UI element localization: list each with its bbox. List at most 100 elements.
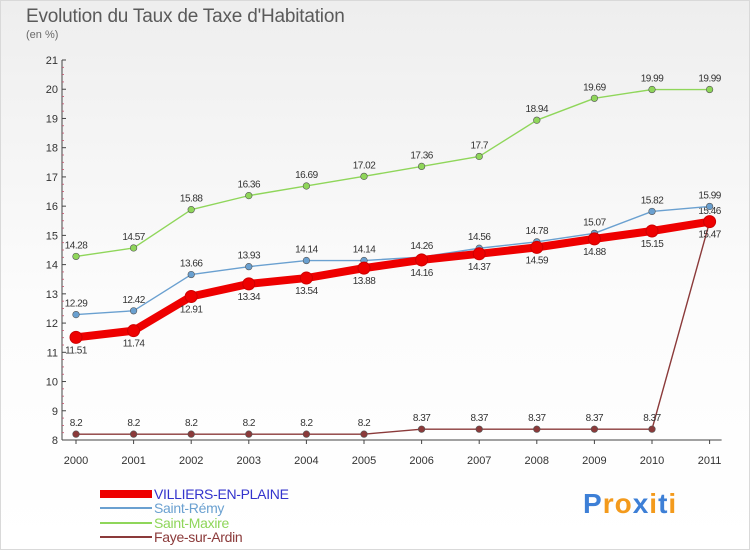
data-label-saint-remy: 15.07: [583, 217, 606, 228]
data-point-faye-sur-ardin: [302, 430, 311, 438]
legend-swatch: [100, 522, 152, 524]
legend-item: Saint-Rémy: [100, 500, 225, 516]
data-point-villiers-en-plaine: [587, 232, 601, 246]
data-label-saint-maxire: 17.02: [353, 160, 376, 171]
data-point-faye-sur-ardin: [245, 430, 253, 438]
data-point-saint-remy: [705, 202, 714, 211]
y-axis-unit: (en %): [26, 29, 59, 41]
y-tick-label: 11: [47, 347, 58, 359]
data-label-saint-remy: 14.14: [353, 245, 376, 256]
x-tick-label: 2003: [237, 455, 261, 467]
data-point-villiers-en-plaine: [415, 253, 429, 267]
data-point-faye-sur-ardin: [590, 425, 599, 433]
legend-swatch: [100, 507, 152, 509]
data-point-faye-sur-ardin: [418, 425, 426, 433]
data-label-saint-maxire: 14.28: [65, 240, 88, 251]
x-tick-label: 2004: [294, 455, 318, 467]
logo-letter: t: [658, 488, 669, 519]
legend-label: Saint-Maxire: [154, 515, 229, 531]
logo-letter: r: [602, 488, 615, 519]
logo-letter: x: [632, 488, 650, 519]
legend-item: VILLIERS-EN-PLAINE: [100, 486, 289, 502]
data-label-villiers-en-plaine: 14.16: [410, 268, 433, 279]
data-point-saint-remy: [302, 256, 311, 265]
x-tick-label: 2000: [64, 455, 88, 467]
y-tick-label: 19: [46, 113, 58, 125]
data-label-saint-remy: 14.26: [410, 241, 433, 252]
data-label-faye-sur-ardin: 8.37: [528, 413, 546, 424]
logo-letter: o: [614, 488, 633, 519]
y-tick-label: 12: [46, 318, 58, 330]
data-point-saint-maxire: [418, 162, 426, 170]
legend-label: Saint-Rémy: [154, 500, 225, 516]
y-tick-label: 8: [52, 435, 58, 447]
data-label-faye-sur-ardin: 8.2: [358, 418, 371, 429]
data-point-saint-maxire: [705, 85, 714, 94]
data-point-villiers-en-plaine: [127, 324, 141, 338]
data-label-saint-remy: 15.82: [641, 195, 664, 206]
data-point-saint-maxire: [302, 182, 311, 190]
x-tick-label: 2007: [467, 455, 491, 467]
y-tick-label: 9: [52, 406, 58, 418]
data-label-villiers-en-plaine: 13.54: [295, 286, 318, 297]
data-point-saint-maxire: [130, 244, 138, 252]
data-point-faye-sur-ardin: [72, 430, 80, 438]
data-point-villiers-en-plaine: [299, 271, 313, 285]
chart-title: Evolution du Taux de Taxe d'Habitation: [26, 6, 345, 27]
y-tick-label: 17: [46, 172, 58, 184]
series-line-villiers-en-plaine: [72, 217, 714, 342]
logo-letter: P: [583, 488, 603, 519]
data-label-saint-maxire: 19.69: [583, 82, 606, 93]
data-label-villiers-en-plaine: 13.34: [238, 292, 261, 303]
data-point-faye-sur-ardin: [533, 425, 541, 433]
data-label-saint-maxire: 16.36: [238, 180, 261, 191]
data-point-villiers-en-plaine: [530, 240, 544, 254]
data-label-faye-sur-ardin: 8.2: [70, 418, 83, 429]
data-point-saint-remy: [72, 311, 80, 319]
logo-letter: i: [649, 488, 659, 519]
y-tick-label: 20: [46, 84, 58, 96]
logo-letter: i: [668, 488, 678, 519]
data-label-saint-maxire: 15.88: [180, 194, 203, 205]
data-label-saint-remy: 13.93: [238, 251, 261, 262]
data-point-saint-maxire: [72, 252, 80, 261]
x-tick-label: 2002: [179, 455, 203, 467]
data-point-faye-sur-ardin: [130, 430, 138, 438]
data-label-saint-remy: 12.42: [122, 295, 145, 306]
data-point-saint-remy: [648, 207, 656, 216]
legend-item: Saint-Maxire: [100, 515, 229, 531]
data-label-saint-maxire: 17.7: [470, 140, 488, 151]
x-tick-label: 2010: [640, 455, 664, 467]
y-tick-label: 14: [46, 260, 58, 272]
data-point-saint-remy: [130, 307, 138, 315]
legend-item: Faye-sur-Ardin: [100, 529, 243, 545]
x-tick-label: 2005: [352, 455, 376, 467]
series-line-faye-sur-ardin: [75, 221, 711, 435]
data-point-villiers-en-plaine: [69, 330, 83, 344]
data-label-faye-sur-ardin: 15.46: [698, 206, 721, 217]
data-label-villiers-en-plaine: 13.88: [353, 276, 376, 287]
legend-label: Faye-sur-Ardin: [154, 529, 243, 545]
data-label-saint-remy: 12.29: [65, 299, 88, 310]
data-point-villiers-en-plaine: [357, 261, 371, 275]
data-label-villiers-en-plaine: 14.88: [583, 247, 606, 258]
x-tick-label: 2009: [582, 455, 606, 467]
data-label-saint-maxire: 14.57: [122, 232, 145, 243]
y-tick-label: 21: [46, 55, 58, 67]
data-label-faye-sur-ardin: 8.2: [300, 418, 313, 429]
data-point-faye-sur-ardin: [648, 425, 656, 433]
series-line-saint-maxire: [75, 88, 711, 258]
y-tick-label: 10: [46, 377, 58, 389]
data-label-saint-remy: 14.78: [526, 226, 549, 237]
data-label-saint-remy: 14.14: [295, 245, 318, 256]
data-point-saint-maxire: [648, 85, 656, 94]
data-label-villiers-en-plaine: 15.15: [641, 239, 664, 250]
data-point-faye-sur-ardin: [475, 425, 483, 433]
data-point-villiers-en-plaine: [703, 215, 717, 229]
legend-label: VILLIERS-EN-PLAINE: [154, 486, 289, 502]
data-label-saint-remy: 14.56: [468, 232, 491, 243]
x-tick-label: 2008: [525, 455, 549, 467]
data-point-saint-maxire: [590, 94, 599, 102]
y-tick-label: 18: [46, 143, 58, 155]
